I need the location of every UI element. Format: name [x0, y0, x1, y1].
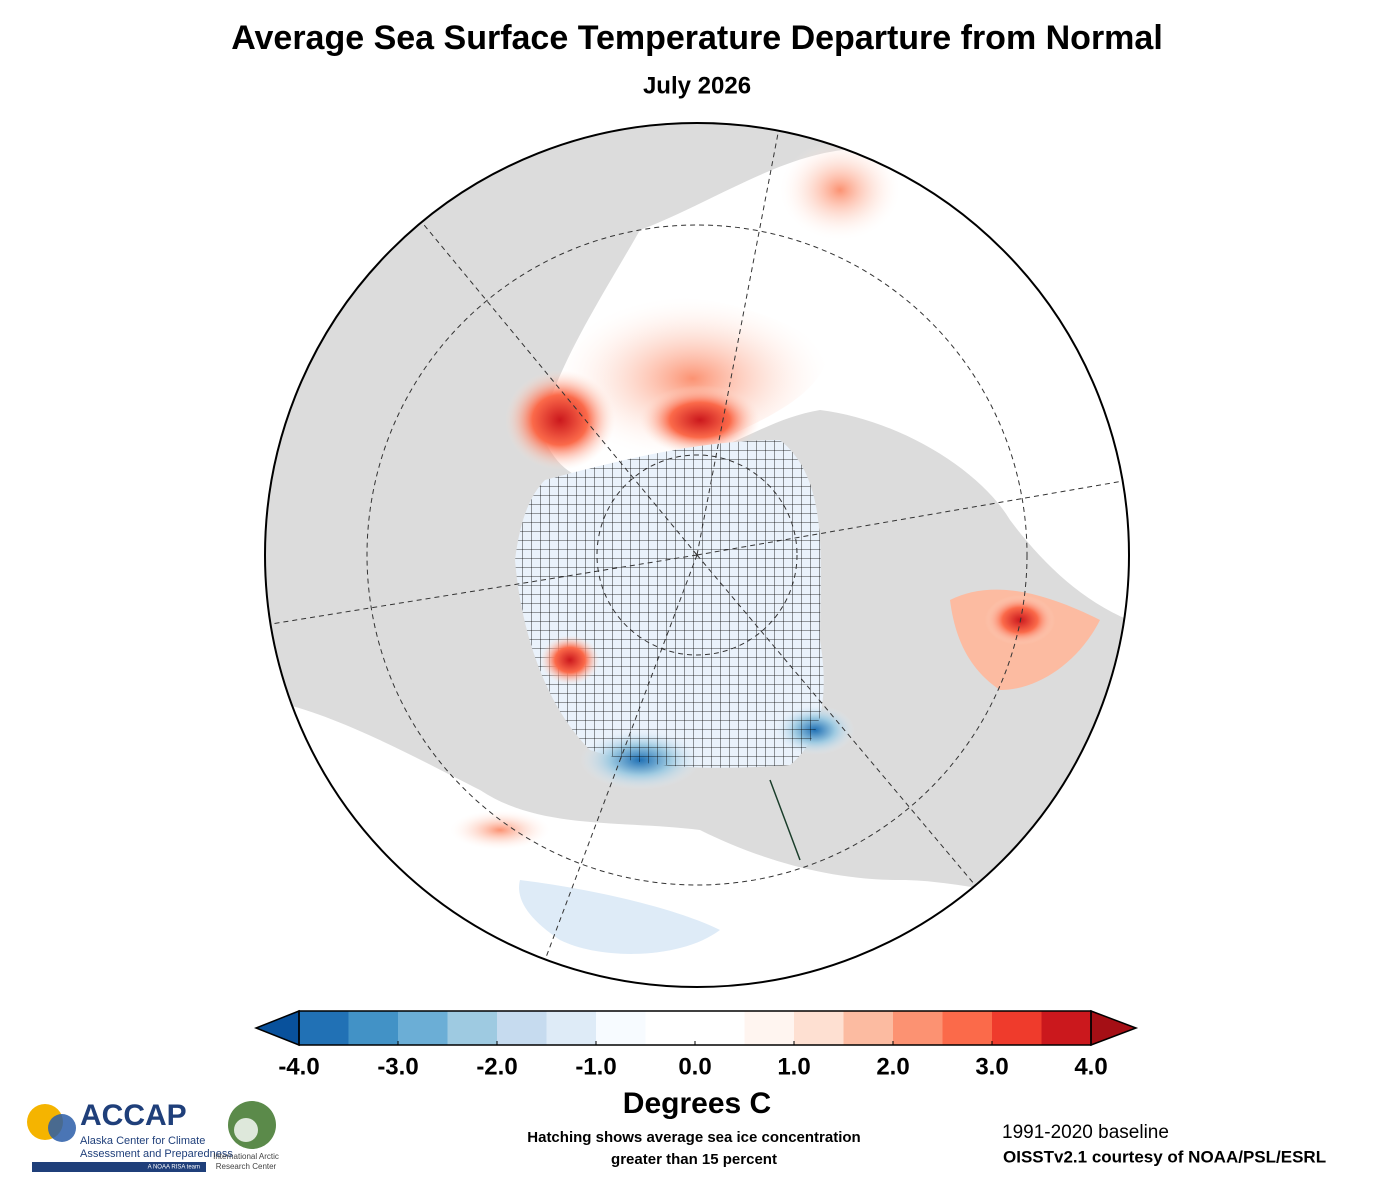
colorbar-extend-high [1090, 1009, 1139, 1047]
colorbar-label: Degrees C [623, 1087, 771, 1120]
colorbar-tick-label: 2.0 [876, 1053, 909, 1080]
colorbar-bin [447, 1011, 498, 1045]
logo-text: Alaska Center for Climate [80, 1135, 205, 1147]
logo-text: Research Center [216, 1162, 277, 1171]
map-border [264, 122, 1130, 988]
colorbar-tick-label: 4.0 [1074, 1053, 1107, 1080]
colorbar-bin [645, 1011, 696, 1045]
logo-name: ACCAP [80, 1099, 187, 1132]
title: Average Sea Surface Temperature Departur… [231, 19, 1163, 57]
baseline-note: 1991-2020 baseline [1002, 1122, 1169, 1143]
colorbar-tick-label: -2.0 [476, 1053, 517, 1080]
colorbar-bin [497, 1011, 547, 1045]
colorbar-bin [596, 1011, 646, 1045]
iarc-logo: International Arctic Research Center [213, 1101, 279, 1171]
accap-logo: ACCAP Alaska Center for Climate Assessme… [27, 1099, 233, 1172]
colorbar: -4.0 -3.0 -2.0 -1.0 0.0 1.0 2.0 3.0 4.0 [253, 1009, 1139, 1080]
colorbar-tick-label: -4.0 [278, 1053, 319, 1080]
colorbar-bin [942, 1011, 993, 1045]
map [265, 123, 1129, 987]
colorbar-tick-label: 1.0 [777, 1053, 810, 1080]
colorbar-bin [893, 1011, 943, 1045]
subtitle: July 2026 [643, 72, 751, 99]
logo-tag: A NOAA RISA team [148, 1165, 200, 1171]
hatching-note: greater than 15 percent [611, 1151, 777, 1168]
colorbar-bin [546, 1011, 597, 1045]
hatching-note: Hatching shows average sea ice concentra… [527, 1129, 860, 1146]
colorbar-bin [695, 1011, 745, 1045]
colorbar-bin [299, 1011, 349, 1045]
colorbar-bin [744, 1011, 795, 1045]
colorbar-tick-label: 3.0 [975, 1053, 1008, 1080]
courtesy-note: OISSTv2.1 courtesy of NOAA/PSL/ESRL [1003, 1147, 1326, 1166]
colorbar-bin [1041, 1011, 1092, 1045]
colorbar-bin [794, 1011, 844, 1045]
colorbar-tick-label: -3.0 [377, 1053, 418, 1080]
colorbar-bin [992, 1011, 1042, 1045]
colorbar-bin [348, 1011, 399, 1045]
colorbar-bin [398, 1011, 448, 1045]
colorbar-tick-label: -1.0 [575, 1053, 616, 1080]
colorbar-tick-label: 0.0 [678, 1053, 711, 1080]
colorbar-extend-low [253, 1009, 300, 1047]
logo-text: International Arctic [213, 1152, 279, 1161]
colorbar-bin [843, 1011, 894, 1045]
logo-text: Assessment and Preparedness [80, 1148, 233, 1160]
